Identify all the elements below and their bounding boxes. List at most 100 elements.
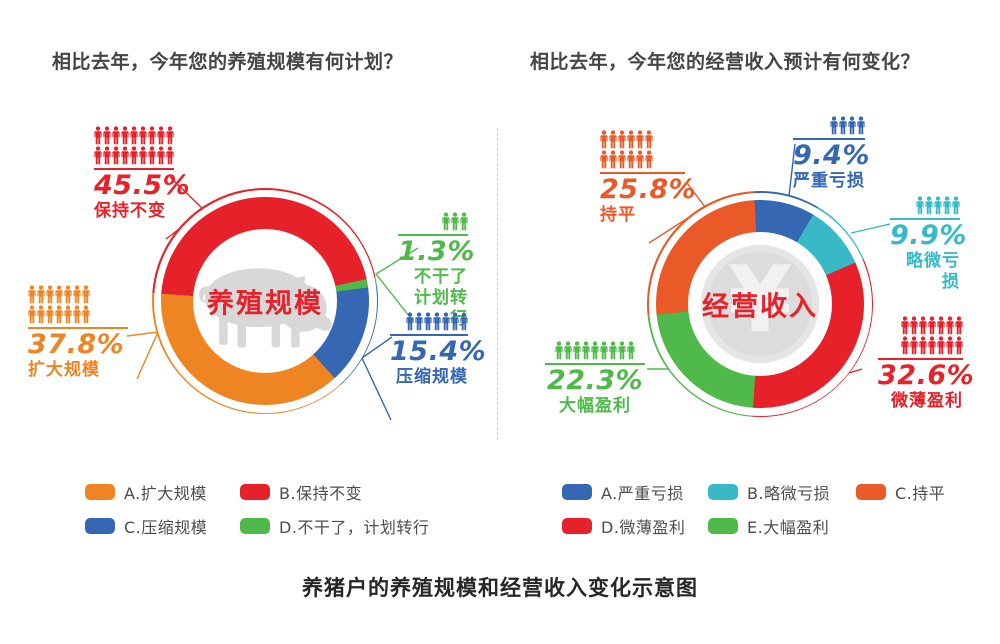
- person-icon: [112, 146, 120, 165]
- callout-rule: [398, 234, 468, 236]
- person-icon: [848, 116, 856, 135]
- legend-item: C.持平: [856, 480, 945, 504]
- callout-keep-same: 45.5% 保持不变: [94, 126, 191, 222]
- legend-label: B.保持不变: [279, 484, 363, 503]
- person-icon: [460, 212, 468, 231]
- chart-title-right: 相比去年，今年您的经营收入预计有何变化？: [530, 51, 921, 73]
- person-icon: [916, 196, 924, 215]
- person-icon: [121, 126, 129, 145]
- person-icon: [121, 146, 129, 165]
- callout-shrink: 15.4% 压缩规模: [390, 312, 487, 388]
- person-icon: [555, 341, 563, 360]
- callout-percent: 22.3%: [546, 365, 644, 396]
- person-icon-rows: [390, 312, 468, 331]
- legend-item: A.严重亏损: [562, 480, 708, 504]
- donut-chart-breeding-scale: 养殖规模: [152, 188, 378, 414]
- person-icon: [618, 150, 626, 169]
- person-icon: [130, 146, 138, 165]
- page-caption: 养猪户的养殖规模和经营收入变化示意图: [302, 576, 698, 600]
- person-icon: [919, 336, 927, 355]
- person-icon: [28, 285, 36, 304]
- person-icon: [928, 316, 936, 335]
- person-icon: [901, 336, 909, 355]
- callout-percent: 45.5%: [94, 170, 191, 201]
- person-icon: [148, 146, 156, 165]
- person-icon: [157, 126, 165, 145]
- person-icon: [46, 305, 54, 324]
- person-icon-rows: [890, 196, 960, 215]
- person-icon: [103, 126, 111, 145]
- legend-item: B.略微亏损: [708, 480, 856, 504]
- person-icon: [82, 305, 90, 324]
- person-icon: [73, 285, 81, 304]
- person-icon: [64, 285, 72, 304]
- person-icon: [627, 130, 635, 149]
- person-icon: [139, 146, 147, 165]
- person-icon: [37, 305, 45, 324]
- person-icon: [55, 305, 63, 324]
- legend-swatch: [85, 518, 115, 534]
- person-icon: [166, 146, 174, 165]
- donut-hole: [193, 229, 337, 373]
- person-icon: [955, 336, 963, 355]
- legend-label: D.不干了，计划转行: [279, 518, 430, 537]
- donut-chart-income: ¥ 经营收入: [647, 191, 873, 417]
- person-icon: [564, 341, 572, 360]
- callout-percent: 32.6%: [878, 360, 975, 391]
- divider-line: [497, 128, 498, 440]
- callout-percent: 15.4%: [390, 336, 487, 367]
- yuan-symbol: ¥: [727, 246, 792, 353]
- person-icon: [64, 305, 72, 324]
- person-icon: [46, 285, 54, 304]
- person-icon: [910, 316, 918, 335]
- person-icon-row: [793, 116, 865, 135]
- legend-item: D.微薄盈利: [562, 514, 708, 538]
- callout-rule: [890, 218, 960, 220]
- person-icon: [55, 285, 63, 304]
- person-icon: [609, 150, 617, 169]
- person-icon: [139, 126, 147, 145]
- person-icon: [928, 336, 936, 355]
- callout-percent: 9.4%: [793, 140, 870, 171]
- person-icon: [82, 285, 90, 304]
- legend-label: A.扩大规模: [124, 484, 207, 503]
- person-icon: [460, 312, 468, 331]
- legend-item: B.保持不变: [240, 480, 429, 504]
- callout-rule: [793, 138, 865, 140]
- pig-icon: [199, 268, 332, 348]
- person-icon: [415, 312, 423, 331]
- person-icon: [901, 316, 909, 335]
- callout-rule: [545, 363, 645, 365]
- person-icon-rows: [793, 116, 865, 135]
- callout-severe-loss: 9.4% 严重亏损: [793, 116, 870, 192]
- callout-big-profit: 22.3% 大幅盈利: [545, 341, 645, 417]
- person-icon: [943, 196, 951, 215]
- callout-rule: [600, 172, 685, 174]
- person-icon: [830, 116, 838, 135]
- person-icon: [94, 146, 102, 165]
- person-icon: [636, 130, 644, 149]
- legend-item: E.大幅盈利: [708, 514, 856, 538]
- callout-thin-profit: 32.6% 微薄盈利: [878, 316, 975, 412]
- person-icon: [609, 341, 617, 360]
- yuan-coin-icon: ¥: [701, 245, 819, 363]
- callout-percent: 1.3%: [398, 236, 475, 267]
- callout-rule: [28, 327, 128, 329]
- callout-expand: 37.8% 扩大规模: [28, 285, 128, 381]
- person-icon: [433, 312, 441, 331]
- chart-panel-income: 相比去年，今年您的经营收入预计有何变化？ ¥ 经营收入 9.4% 严重亏损 9.9…: [500, 0, 1000, 560]
- person-icon: [627, 150, 635, 169]
- callout-label: 扩大规模: [28, 359, 100, 380]
- person-icon: [645, 150, 653, 169]
- callout-label: 不干了: [414, 266, 468, 287]
- person-icon: [952, 196, 960, 215]
- donut-center-label: 经营收入: [702, 291, 818, 323]
- callout-percent: 25.8%: [600, 174, 697, 205]
- person-icon: [94, 126, 102, 145]
- legend-swatch: [708, 518, 738, 534]
- callout-rule: [390, 334, 468, 336]
- person-icon: [103, 146, 111, 165]
- person-icon: [582, 341, 590, 360]
- person-icon: [925, 196, 933, 215]
